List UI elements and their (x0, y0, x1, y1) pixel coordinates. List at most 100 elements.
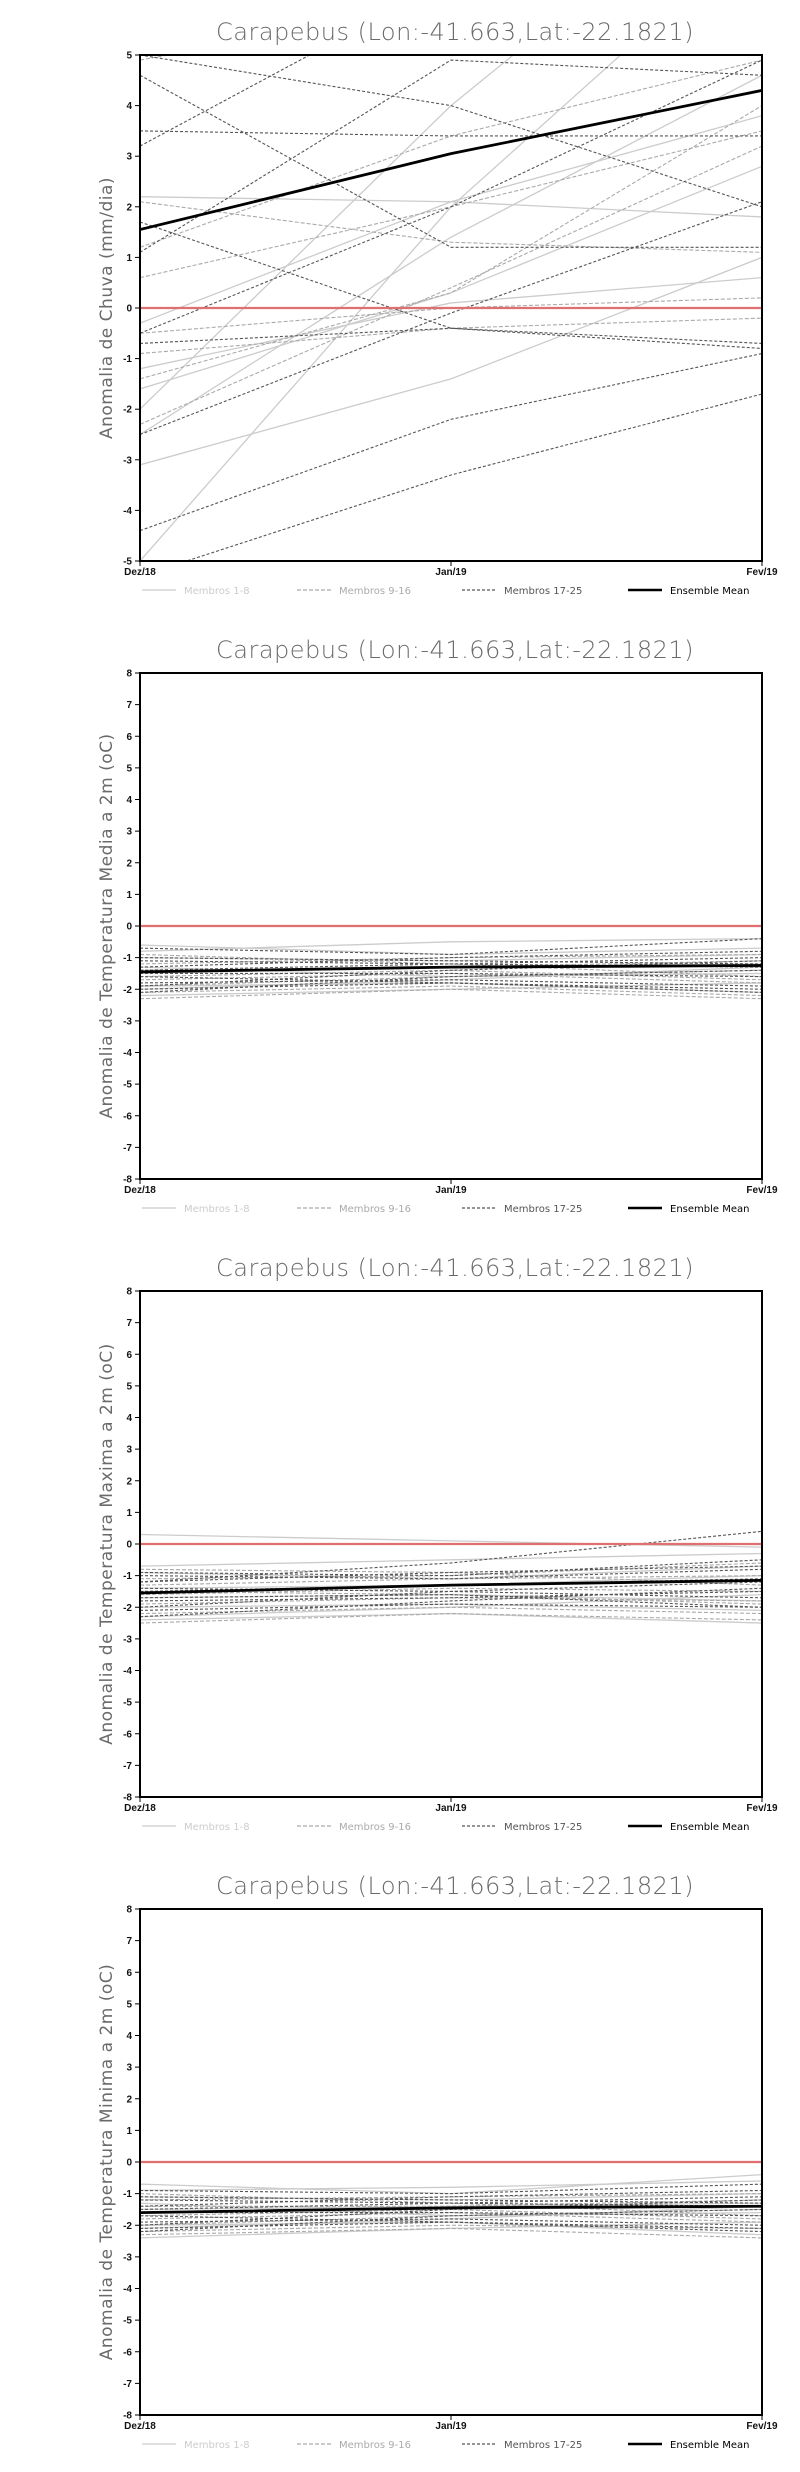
y-axis-label: Anomalia de Chuva (mm/dia) (97, 177, 117, 439)
x-tick-label: Dez/18 (124, 1803, 156, 1814)
ensemble-mean-line (140, 2204, 762, 2214)
x-tick-label: Fev/19 (746, 1803, 778, 1814)
legend-label: Membros 9-16 (339, 1822, 411, 1833)
x-tick-label: Dez/18 (124, 567, 156, 578)
member-line-group-3 (140, 1590, 762, 1602)
y-tick-label: -6 (123, 1729, 132, 1740)
ensemble-mean-line (140, 89, 762, 231)
legend-label: Membros 9-16 (339, 2440, 411, 2451)
y-tick-label: -1 (123, 953, 132, 964)
legend-item: Membros 17-25 (462, 1822, 582, 1833)
member-line-group-3 (140, 55, 311, 147)
plot-frame (139, 672, 763, 1180)
ensemble-mean-line (140, 1578, 762, 1595)
member-line-group-3 (140, 221, 762, 350)
legend-label: Membros 17-25 (504, 2440, 582, 2451)
member-line-group-3 (140, 2202, 762, 2210)
x-tick-label: Fev/19 (746, 567, 778, 578)
series-group (140, 55, 762, 561)
y-tick-label: 7 (126, 1318, 132, 1329)
member-line-group-3 (140, 201, 762, 436)
member-line-group-2 (140, 985, 762, 997)
member-line-group-2 (140, 953, 762, 965)
member-line-group-2 (140, 1613, 762, 1624)
y-tick-label: 5 (126, 763, 132, 774)
member-line-group-1 (140, 982, 762, 997)
chart-title: Carapebus (Lon:-41.663,Lat:-22.1821) (216, 18, 694, 46)
y-tick-label: -7 (123, 2379, 132, 2390)
y-tick-label: -5 (123, 1698, 132, 1709)
legend-item: Membros 17-25 (462, 586, 582, 597)
y-tick-label: 5 (126, 1381, 132, 1392)
x-tick-label: Fev/19 (746, 2421, 778, 2432)
member-line-group-2 (140, 1606, 762, 1615)
member-line-group-3 (140, 1565, 762, 1583)
legend-label: Ensemble Mean (670, 1204, 749, 1215)
member-line-group-3 (184, 393, 762, 561)
y-tick-label: 1 (126, 2126, 132, 2137)
member-line-group-1 (140, 276, 762, 370)
legend-label: Ensemble Mean (670, 586, 749, 597)
member-line-group-2 (140, 1575, 762, 1586)
plot-frame (139, 1908, 763, 2416)
legend-label: Membros 1-8 (184, 1822, 250, 1833)
legend-item: Membros 9-16 (297, 586, 411, 597)
series-group (140, 924, 762, 1000)
x-tick-label: Jan/19 (435, 567, 467, 578)
y-tick-label: -1 (123, 2189, 132, 2200)
legend-label: Membros 17-25 (504, 1204, 582, 1215)
member-line-group-3 (140, 957, 762, 965)
member-line-group-2 (140, 969, 762, 981)
member-line-group-1 (140, 2174, 762, 2195)
y-tick-label: -1 (123, 354, 132, 365)
legend-item: Membros 9-16 (297, 2440, 411, 2451)
legend-item: Membros 1-8 (142, 586, 250, 597)
y-tick-label: 3 (126, 1445, 132, 1456)
x-tick-label: Jan/19 (435, 2421, 467, 2432)
member-line-group-3 (140, 2183, 762, 2195)
y-tick-label: 3 (126, 827, 132, 838)
y-tick-label: 0 (126, 922, 132, 933)
y-tick-label: -8 (123, 2411, 132, 2422)
y-tick-label: 3 (126, 2063, 132, 2074)
member-line-group-2 (140, 105, 762, 380)
y-tick-label: 6 (126, 1968, 132, 1979)
legend-item: Ensemble Mean (628, 2440, 749, 2451)
member-line-group-3 (140, 2189, 762, 2207)
member-line-group-1 (140, 74, 762, 436)
y-tick-label: -5 (123, 2316, 132, 2327)
y-tick-label: 1 (126, 890, 132, 901)
y-tick-label: -3 (123, 2252, 132, 2263)
legend-label: Ensemble Mean (670, 2440, 749, 2451)
y-tick-label: -4 (123, 1666, 132, 1677)
y-tick-label: 2 (126, 858, 132, 869)
y-tick-label: 8 (126, 1287, 132, 1298)
y-tick-label: 2 (126, 202, 132, 213)
member-line-group-2 (140, 1562, 762, 1580)
x-tick-label: Dez/18 (124, 1185, 156, 1196)
member-line-group-3 (140, 1581, 762, 1608)
x-tick-label: Dez/18 (124, 2421, 156, 2432)
y-tick-label: 8 (126, 1905, 132, 1916)
member-line-group-2 (140, 2193, 762, 2217)
y-tick-label: -6 (123, 2347, 132, 2358)
legend-label: Membros 1-8 (184, 1204, 250, 1215)
member-line-group-2 (140, 317, 762, 355)
legend-label: Ensemble Mean (670, 1822, 749, 1833)
y-tick-label: -3 (123, 1634, 132, 1645)
member-line-group-1 (140, 1612, 762, 1624)
member-line-group-3 (140, 1603, 762, 1611)
legend-item: Ensemble Mean (628, 586, 749, 597)
legend-item: Membros 9-16 (297, 1204, 411, 1215)
y-tick-label: -7 (123, 1761, 132, 1772)
y-tick-label: 6 (126, 1350, 132, 1361)
member-line-group-3 (140, 1530, 762, 1583)
legend-label: Membros 1-8 (184, 586, 250, 597)
member-line-group-3 (140, 74, 762, 248)
member-line-group-1 (140, 938, 762, 952)
member-line-group-3 (140, 2208, 762, 2233)
member-line-group-2 (140, 953, 762, 978)
y-tick-label: 2 (126, 1476, 132, 1487)
chart-title: Carapebus (Lon:-41.663,Lat:-22.1821) (216, 1872, 694, 1900)
